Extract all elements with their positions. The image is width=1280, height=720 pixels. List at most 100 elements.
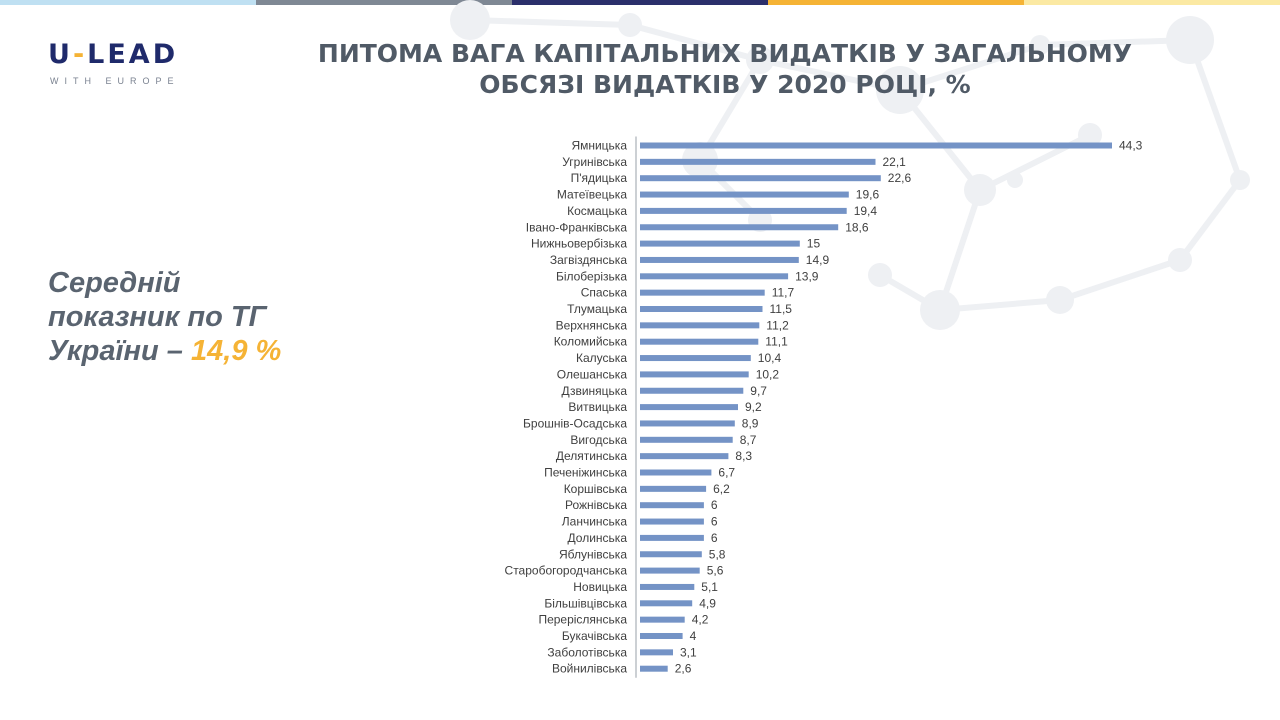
top-bar-segment-4	[768, 0, 1024, 5]
value-label: 8,3	[735, 449, 752, 463]
category-label: Білоберізька	[556, 269, 627, 283]
value-label: 44,3	[1119, 139, 1143, 153]
category-label: Коршівська	[564, 482, 628, 496]
top-bar-segment-1	[0, 0, 256, 5]
category-label: Рожнівська	[565, 498, 627, 512]
top-color-bar	[0, 0, 1280, 5]
value-label: 8,9	[742, 416, 759, 430]
value-label: 6	[711, 498, 718, 512]
category-label: П'ядицька	[571, 171, 628, 185]
bar	[640, 273, 789, 280]
bar	[640, 583, 695, 590]
category-label: Калуська	[576, 351, 627, 365]
value-label: 4,9	[699, 596, 716, 610]
bar	[640, 355, 751, 362]
category-label: Івано-Франківська	[526, 220, 628, 234]
value-label: 11,5	[770, 302, 793, 316]
bar	[640, 256, 799, 263]
top-bar-segment-3	[512, 0, 768, 5]
title-line-2: ОБСЯЗІ ВИДАТКІВ У 2020 РОЦІ, %	[479, 70, 971, 99]
category-label: Спаська	[581, 286, 628, 300]
bar	[640, 207, 847, 214]
value-label: 19,4	[854, 204, 878, 218]
category-label: Ямницька	[571, 139, 627, 153]
bar	[640, 502, 704, 509]
value-label: 6	[711, 515, 718, 529]
bar	[640, 518, 704, 525]
bar	[640, 240, 800, 247]
value-label: 6,7	[718, 466, 735, 480]
average-line-3: України – 14,9 %	[48, 334, 281, 368]
logo-dash: -	[72, 39, 88, 70]
logo-text-u: U	[48, 39, 73, 70]
value-label: 9,2	[745, 400, 762, 414]
category-label: Заболотівська	[547, 645, 627, 659]
title-line-1: ПИТОМА ВАГА КАПІТАЛЬНИХ ВИДАТКІВ У ЗАГАЛ…	[317, 39, 1133, 68]
value-label: 22,1	[883, 155, 907, 169]
bar	[640, 469, 712, 476]
bar	[640, 224, 839, 231]
category-label: Матеївецька	[557, 188, 627, 202]
u-lead-logo: U-LEAD WITH EUROPE	[48, 40, 180, 87]
value-label: 5,1	[701, 580, 718, 594]
category-label: Більшівцівська	[544, 596, 627, 610]
logo-text-lead: LEAD	[87, 39, 179, 70]
value-label: 10,4	[758, 351, 782, 365]
bar	[640, 551, 702, 558]
category-label: Космацька	[567, 204, 627, 218]
bar	[640, 534, 704, 541]
value-label: 19,6	[856, 188, 880, 202]
value-label: 11,1	[765, 335, 788, 349]
category-label: Ланчинська	[562, 515, 628, 529]
value-label: 3,1	[680, 645, 697, 659]
top-bar-segment-2	[256, 0, 512, 5]
category-label: Коломийська	[554, 335, 628, 349]
bar	[640, 322, 760, 329]
bar	[640, 436, 733, 443]
category-label: Угринівська	[562, 155, 627, 169]
value-label: 11,7	[772, 286, 795, 300]
page-title: ПИТОМА ВАГА КАПІТАЛЬНИХ ВИДАТКІВ У ЗАГАЛ…	[280, 38, 1170, 100]
category-label: Долинська	[568, 531, 628, 545]
bar	[640, 600, 693, 607]
category-label: Делятинська	[556, 449, 627, 463]
value-label: 5,6	[707, 564, 724, 578]
average-line-2: показник по ТГ	[48, 301, 267, 333]
value-label: 11,2	[766, 318, 789, 332]
category-label: Войнилівська	[552, 662, 627, 676]
bar	[640, 142, 1112, 149]
bar	[640, 338, 759, 345]
bar	[640, 420, 735, 427]
average-prefix: України –	[48, 335, 191, 367]
average-line-1: Середній	[48, 267, 181, 299]
value-label: 4,2	[692, 613, 709, 627]
category-label: Брошнів-Осадська	[523, 416, 627, 430]
category-label: Тлумацька	[567, 302, 627, 316]
category-label: Витвицька	[568, 400, 627, 414]
bar	[640, 371, 749, 378]
value-label: 13,9	[795, 269, 819, 283]
category-label: Олешанська	[557, 367, 628, 381]
category-label: Вигодська	[570, 433, 627, 447]
bar	[640, 633, 683, 639]
average-value: 14,9 %	[191, 335, 282, 367]
category-label: Верхнянська	[556, 318, 628, 332]
bar	[640, 306, 763, 312]
bar	[640, 485, 707, 492]
category-label: Новицька	[573, 580, 627, 594]
value-label: 8,7	[740, 433, 757, 447]
category-label: Букачівська	[562, 629, 627, 643]
bar	[640, 387, 744, 394]
value-label: 9,7	[750, 384, 767, 398]
bar	[640, 175, 881, 182]
average-indicator: Середній показник по ТГ України – 14,9 %	[48, 266, 281, 368]
bar	[640, 649, 673, 656]
logo-wordmark: U-LEAD	[48, 40, 180, 70]
value-label: 6	[711, 531, 718, 545]
bar	[640, 404, 738, 411]
value-label: 4	[690, 629, 697, 643]
category-label: Переріслянська	[538, 613, 627, 627]
category-label: Нижньовербізька	[531, 237, 627, 251]
